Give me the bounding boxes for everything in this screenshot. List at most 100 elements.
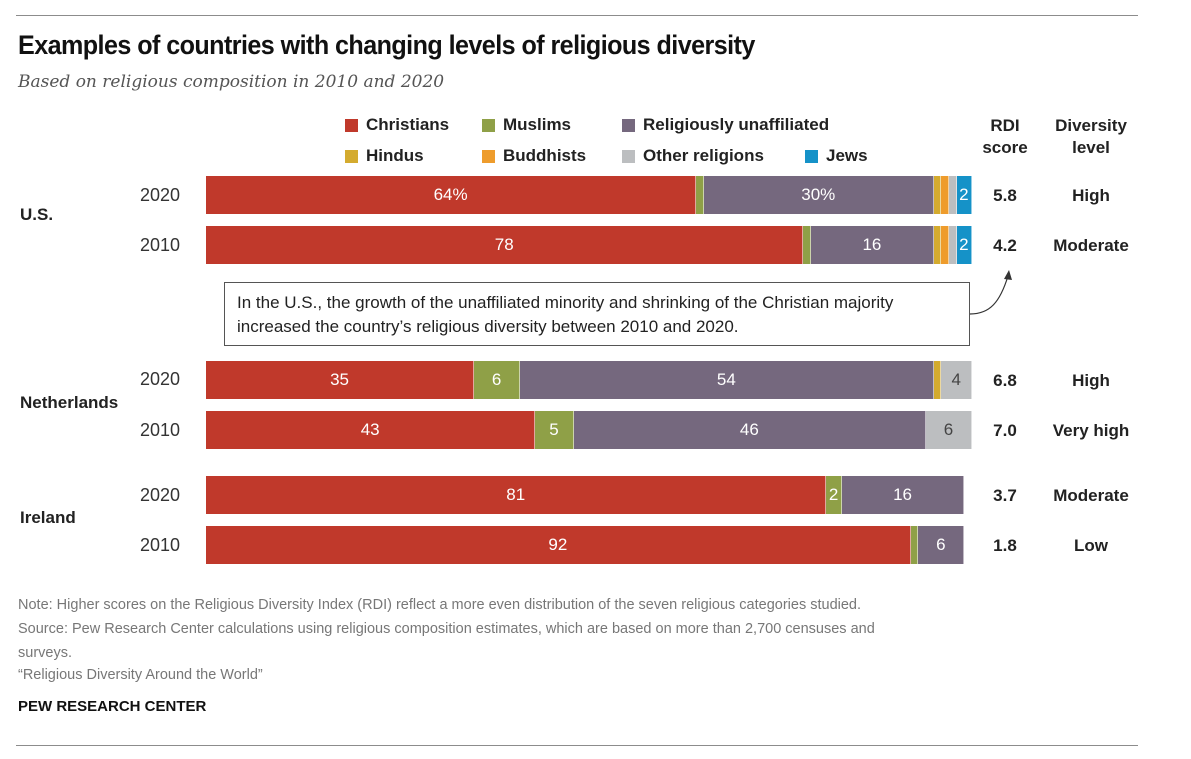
brand-name: PEW RESEARCH CENTER — [18, 698, 207, 715]
bar-segment-christians: 43 — [206, 411, 536, 449]
bar-segment-religiously-unaffiliated: 46 — [573, 411, 927, 449]
bar-value-label: 16 — [893, 485, 912, 504]
bar-value-label: 4 — [951, 370, 961, 389]
legend-label: Jews — [826, 146, 868, 165]
bar-value-label: 64% — [433, 185, 468, 204]
legend-label: Hindus — [366, 146, 424, 165]
year-label: 2010 — [140, 420, 181, 440]
bar-value-label: 16 — [862, 235, 882, 254]
bar-segment-other-religions: 4 — [941, 361, 972, 399]
rdi-score: 4.2 — [993, 236, 1017, 255]
country-label-ireland: Ireland — [20, 508, 76, 527]
bar-value-label: 2 — [828, 485, 839, 504]
bar-value-label: 54 — [716, 370, 736, 389]
bar-netherlands-2010: 43 5 46 6 — [206, 411, 972, 449]
bar-segment-hindus — [933, 176, 942, 214]
rdi-score: 7.0 — [993, 421, 1017, 440]
bar-us-2020: 64% 30% 2 — [206, 176, 972, 214]
bar-segment-christians: 81 — [206, 476, 827, 514]
level-header-line1: Diversity — [1055, 116, 1127, 135]
country-label-us: U.S. — [20, 205, 54, 224]
diversity-level: Very high — [1052, 421, 1130, 440]
year-label: 2010 — [140, 535, 181, 555]
legend-swatch — [345, 149, 358, 163]
legend-item-christians: Christians — [345, 115, 449, 135]
bar-value-label: 6 — [943, 420, 954, 439]
bar-ireland-2010: 92 6 — [206, 526, 965, 564]
legend-label: Religiously unaffiliated — [643, 115, 830, 134]
bar-segment-other-religions: 6 — [926, 411, 972, 449]
source-text: Source: Pew Research Center calculations… — [18, 621, 875, 637]
annotation-arrow-icon — [969, 270, 1012, 315]
year-label: 2020 — [140, 185, 181, 205]
diversity-level: High — [1072, 371, 1110, 390]
bar-value-label: 30% — [801, 185, 836, 204]
source-text-cont: surveys. — [18, 645, 72, 661]
bar-segment-christians: 35 — [206, 361, 475, 399]
bar-segment-religiously-unaffiliated: 54 — [520, 361, 934, 399]
bar-value-label: 6 — [491, 370, 502, 389]
rdi-score: 1.8 — [993, 536, 1017, 555]
legend-swatch — [482, 149, 495, 163]
diversity-level: Moderate — [1053, 236, 1129, 255]
bar-segment-jews: 2 — [956, 176, 972, 214]
bar-value-label: 35 — [330, 370, 349, 389]
rdi-header-line1: RDI — [990, 116, 1020, 135]
bar-segment-muslims — [696, 176, 704, 214]
legend-label: Muslims — [503, 115, 572, 134]
legend-swatch — [805, 149, 818, 163]
diversity-level: High — [1072, 186, 1110, 205]
bar-segment-muslims — [910, 526, 919, 564]
legend-item-hindus: Hindus — [345, 146, 424, 166]
bar-segment-buddhists — [941, 226, 950, 264]
bar-value-label: 5 — [549, 420, 559, 439]
bar-value-label: 92 — [548, 535, 568, 554]
bar-segment-muslims — [803, 226, 812, 264]
bar-value-label: 2 — [959, 185, 969, 204]
chart-subtitle: Based on religious composition in 2010 a… — [18, 72, 445, 92]
bar-segment-jews: 2 — [956, 226, 972, 264]
rdi-header-line2: score — [982, 138, 1028, 157]
diversity-level: Moderate — [1053, 486, 1129, 505]
bar-segment-buddhists — [941, 176, 950, 214]
bar-segment-muslims: 5 — [535, 411, 574, 449]
rdi-score: 5.8 — [993, 186, 1017, 205]
legend-item-jews: Jews — [805, 146, 868, 166]
bar-netherlands-2020: 35 6 54 4 — [206, 361, 972, 399]
legend-swatch — [622, 149, 635, 163]
legend-swatch — [345, 118, 358, 132]
top-rule — [16, 15, 1138, 16]
bar-segment-religiously-unaffiliated: 16 — [811, 226, 934, 264]
rdi-score: 3.7 — [993, 486, 1017, 505]
country-label-netherlands: Netherlands — [20, 393, 119, 412]
bottom-rule — [16, 745, 1138, 746]
rdi-score: 6.8 — [993, 371, 1017, 390]
bar-segment-muslims: 2 — [826, 476, 842, 514]
legend-swatch — [482, 118, 495, 132]
bar-segment-christians: 64% — [206, 176, 697, 214]
bar-segment-hindus — [933, 361, 942, 399]
report-title: “Religious Diversity Around the World” — [18, 667, 263, 683]
legend-item-buddhists: Buddhists — [482, 146, 586, 166]
legend-label: Other religions — [643, 146, 764, 165]
bar-value-label: 6 — [936, 535, 946, 554]
year-label: 2020 — [140, 369, 181, 389]
diversity-level: Low — [1074, 536, 1108, 555]
bar-segment-hindus — [933, 226, 942, 264]
note-text: Note: Higher scores on the Religious Div… — [18, 597, 862, 613]
diversity-level-header: Diversity level — [1036, 115, 1146, 159]
bar-segment-other-religions — [949, 226, 957, 264]
bar-segment-religiously-unaffiliated: 16 — [841, 476, 965, 514]
bar-segment-religiously-unaffiliated: 6 — [918, 526, 965, 564]
rdi-score-header: RDI score — [975, 115, 1035, 159]
legend-item-other-religions: Other religions — [622, 146, 764, 166]
bar-segment-christians: 92 — [206, 526, 911, 564]
year-label: 2020 — [140, 485, 181, 505]
legend-item-muslims: Muslims — [482, 115, 571, 135]
bar-value-label: 43 — [360, 420, 380, 439]
legend-label: Buddhists — [503, 146, 587, 165]
bar-value-label: 46 — [739, 420, 759, 439]
bar-segment-muslims: 6 — [474, 361, 521, 399]
legend-swatch — [622, 118, 635, 132]
annotation-callout: In the U.S., the growth of the unaffilia… — [224, 282, 970, 346]
